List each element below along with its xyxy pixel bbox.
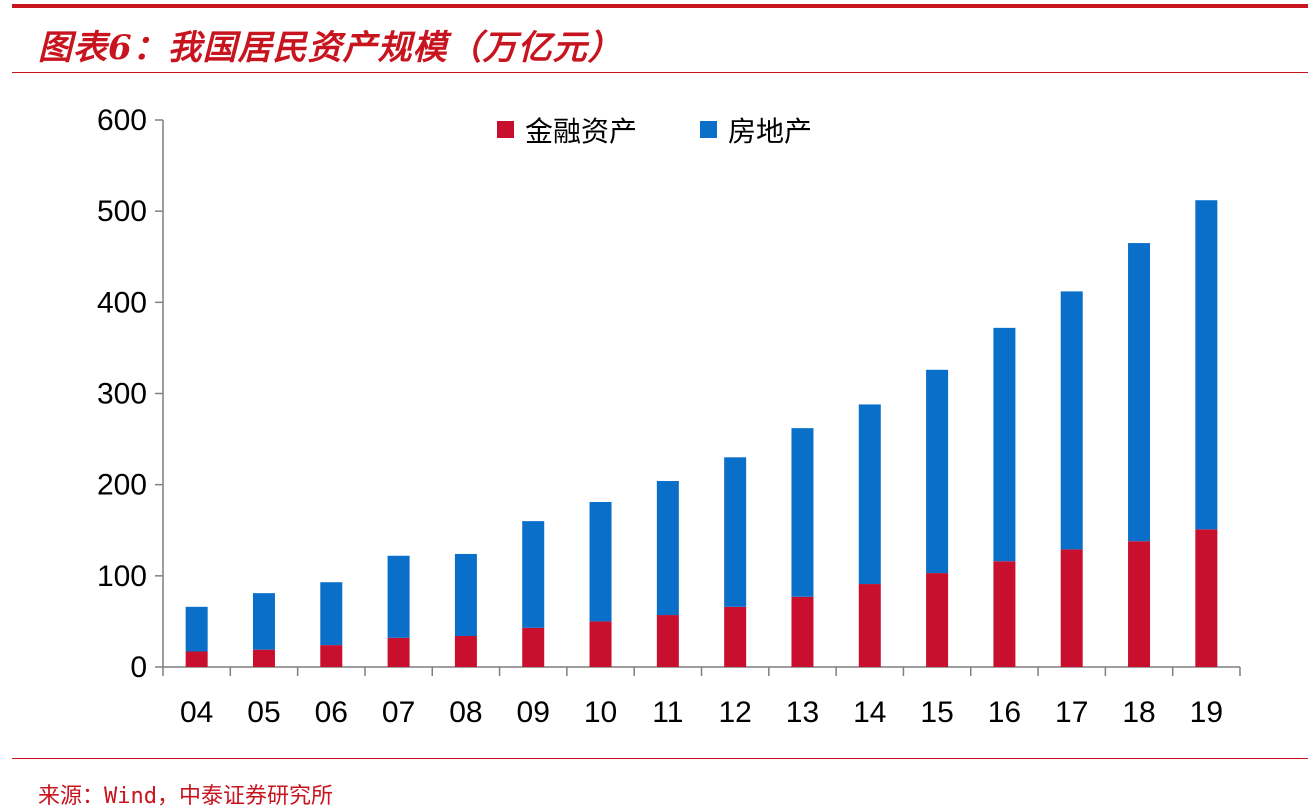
x-tick-label: 18 <box>1122 696 1155 729</box>
x-tick-label: 13 <box>786 696 819 729</box>
y-axis: 0 100 200 300 400 500 600 <box>97 104 164 684</box>
x-axis: 04 05 06 07 08 09 10 11 12 13 14 15 16 17 18 19 <box>162 666 1241 729</box>
x-tick-label: 09 <box>517 696 550 729</box>
top-rule <box>12 4 1308 8</box>
y-tick-label: 0 <box>130 651 147 684</box>
bar-financial-assets <box>926 573 949 667</box>
legend-swatch <box>700 121 717 138</box>
bar-real-estate <box>926 369 949 574</box>
bar-real-estate <box>185 606 208 652</box>
bar-financial-assets <box>589 621 612 667</box>
bar-real-estate <box>656 481 679 616</box>
x-tick-label: 15 <box>920 696 953 729</box>
x-tick-label: 11 <box>652 696 683 729</box>
bar-financial-assets <box>320 645 343 667</box>
bar-real-estate <box>724 457 747 607</box>
source-note: 来源：Wind，中泰证券研究所 <box>38 784 333 809</box>
bar-financial-assets <box>656 615 679 667</box>
y-tick-label: 200 <box>97 469 147 502</box>
bar-financial-assets <box>522 627 545 667</box>
legend: 金融资产 房地产 <box>497 115 812 148</box>
y-tick-label: 100 <box>97 560 147 593</box>
x-tick-label: 04 <box>180 696 213 729</box>
bar-financial-assets <box>1060 549 1083 667</box>
x-tick-label: 07 <box>382 696 415 729</box>
bar-real-estate <box>791 428 814 597</box>
bar-financial-assets <box>1195 529 1218 667</box>
bar-financial-assets <box>993 561 1016 667</box>
bar-real-estate <box>320 582 343 646</box>
bar-financial-assets <box>454 636 477 667</box>
x-tick-label: 16 <box>988 696 1021 729</box>
stacked-bar-chart: 0 100 200 300 400 500 600 04 05 06 07 08 09 10 11 12 13… <box>97 104 1241 729</box>
x-tick-label: 06 <box>315 696 348 729</box>
bar-financial-assets <box>724 606 747 667</box>
bar-real-estate <box>252 593 275 650</box>
bar-real-estate <box>1195 200 1218 530</box>
bar-real-estate <box>858 404 881 585</box>
bar-financial-assets <box>387 637 410 667</box>
figure-title: 图表6：我国居民资产规模（万亿元） <box>38 28 623 68</box>
legend-swatch <box>497 121 514 138</box>
x-tick-label: 12 <box>718 696 751 729</box>
title-rule <box>12 72 1308 73</box>
y-tick-label: 400 <box>97 286 147 319</box>
legend-label: 金融资产 <box>525 115 637 148</box>
bar-financial-assets <box>252 649 275 667</box>
x-tick-label: 05 <box>247 696 280 729</box>
bar-financial-assets <box>791 596 814 667</box>
bar-real-estate <box>1128 243 1151 542</box>
bars <box>185 200 1218 667</box>
x-tick-label: 14 <box>853 696 886 729</box>
bar-real-estate <box>589 501 612 622</box>
bar-real-estate <box>993 327 1016 562</box>
bar-financial-assets <box>858 584 881 667</box>
x-tick-label: 08 <box>449 696 482 729</box>
y-tick-label: 300 <box>97 378 147 411</box>
x-tick-label: 10 <box>584 696 617 729</box>
y-tick-label: 500 <box>97 195 147 228</box>
bottom-rule <box>12 758 1308 759</box>
bar-real-estate <box>454 553 477 637</box>
bar-real-estate <box>1060 291 1083 550</box>
legend-label: 房地产 <box>728 115 812 148</box>
y-tick-label: 600 <box>97 104 147 137</box>
bar-financial-assets <box>1128 541 1151 667</box>
bar-real-estate <box>522 521 545 628</box>
x-tick-label: 17 <box>1055 696 1088 729</box>
bar-real-estate <box>387 555 410 638</box>
x-tick-label: 19 <box>1190 696 1223 729</box>
bar-financial-assets <box>185 651 208 667</box>
